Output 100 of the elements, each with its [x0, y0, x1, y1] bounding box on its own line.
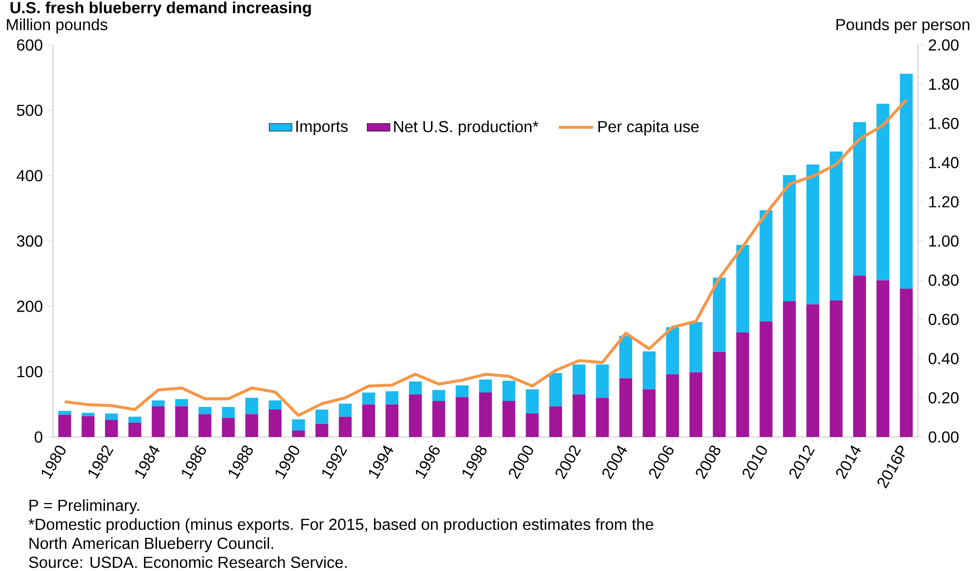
- y2-tick-label: 1.60: [929, 118, 959, 130]
- bar: [152, 400, 165, 406]
- y2-tick-label: 0.20: [928, 392, 959, 404]
- bar: [362, 392, 376, 404]
- bar: [292, 430, 305, 437]
- bar: [456, 385, 469, 398]
- bar: [58, 414, 72, 437]
- bar: [175, 406, 188, 437]
- bar: [456, 397, 469, 437]
- bar: [806, 164, 820, 304]
- bar: [596, 364, 609, 398]
- source-note: Source: USDA. Economic Research Service.: [29, 556, 347, 568]
- bar: [853, 276, 866, 437]
- bar: [245, 398, 258, 414]
- legend-label: Net U.S. production*: [394, 120, 538, 136]
- bar: [386, 391, 398, 404]
- bar: [900, 74, 913, 289]
- y-tick-label: 200: [17, 300, 42, 312]
- y-tick-label: 500: [16, 104, 42, 116]
- legend-label: Imports: [296, 120, 348, 136]
- bar: [222, 418, 235, 437]
- bar: [642, 389, 656, 437]
- bar: [572, 394, 586, 437]
- bar: [105, 413, 118, 420]
- bar: [596, 398, 609, 437]
- bar: [782, 175, 796, 302]
- bar: [806, 304, 820, 437]
- line-series: [63, 98, 908, 417]
- y-tick-label: 0: [34, 431, 42, 443]
- bar: [58, 410, 72, 415]
- bar: [830, 151, 843, 300]
- bar: [666, 327, 679, 374]
- bar: [549, 406, 562, 437]
- text: P = Preliminary.: [30, 499, 139, 514]
- bar: [82, 416, 95, 437]
- bar: [152, 406, 165, 437]
- bar: [760, 321, 772, 437]
- y2-tick-label: 1.80: [929, 78, 959, 90]
- bar: [432, 401, 446, 437]
- y2-tick-label: 0.60: [928, 314, 959, 326]
- bar: [105, 420, 118, 437]
- bar: [362, 404, 376, 437]
- legend-label: Per capita use: [598, 120, 699, 136]
- y-axis-title: Million pounds: [6, 18, 108, 34]
- chart-title: U.S. fresh blueberry demand increasing: [10, 2, 311, 17]
- y-tick-label: 400: [16, 170, 42, 182]
- bar: [432, 390, 446, 402]
- bar: [128, 416, 142, 423]
- y2-tick-label: 0.80: [928, 274, 959, 286]
- bar: [292, 419, 305, 430]
- y2-axis-title: Pounds per person: [836, 18, 970, 34]
- y2-tick-label: 1.40: [929, 156, 959, 168]
- bar: [666, 374, 679, 437]
- bar: [386, 404, 398, 437]
- bar: [502, 401, 516, 437]
- y2-tick-label: 1.00: [929, 235, 959, 247]
- bar: [760, 210, 772, 322]
- bar: [526, 389, 539, 414]
- bar: [315, 424, 328, 437]
- text: North American Blueberry Council.: [30, 537, 274, 552]
- bar: [245, 414, 258, 437]
- bar: [689, 322, 702, 372]
- y-tick-label: 300: [16, 235, 42, 247]
- bar: [268, 410, 282, 437]
- text: *Domestic production (minus exports. For 2015, based on production estimates from the: [28, 518, 654, 534]
- bar: [128, 422, 142, 437]
- bar: [712, 352, 726, 437]
- bar: [198, 406, 212, 414]
- bar: [876, 280, 890, 437]
- bar: [502, 380, 516, 402]
- bar: [619, 378, 632, 437]
- bar: [268, 400, 282, 410]
- bar: [782, 301, 796, 437]
- bar: [853, 122, 866, 276]
- y-tick-label: 100: [17, 366, 42, 378]
- bar: [408, 381, 422, 395]
- bar: [338, 404, 352, 417]
- bar: [689, 372, 702, 437]
- bar: [830, 300, 843, 437]
- y2-tick-label: 2.00: [928, 39, 959, 51]
- bar: [619, 336, 632, 378]
- bar: [876, 104, 890, 280]
- bar: [526, 413, 539, 437]
- bar: [736, 244, 750, 332]
- bar: [572, 364, 586, 395]
- y-tick-label: 600: [17, 39, 42, 51]
- bar: [900, 288, 913, 437]
- y2-tick-label: 1.20: [929, 196, 959, 208]
- bar: [315, 410, 328, 424]
- bar: [479, 379, 492, 393]
- bar: [338, 416, 352, 437]
- bar: [175, 399, 188, 406]
- y2-tick-label: 0.00: [928, 431, 959, 443]
- bar: [736, 332, 750, 437]
- bar: [222, 406, 235, 418]
- bar: [82, 412, 95, 416]
- bar: [479, 392, 492, 437]
- bar: [198, 414, 212, 437]
- y2-tick-label: 0.40: [928, 352, 959, 364]
- bar: [408, 394, 422, 437]
